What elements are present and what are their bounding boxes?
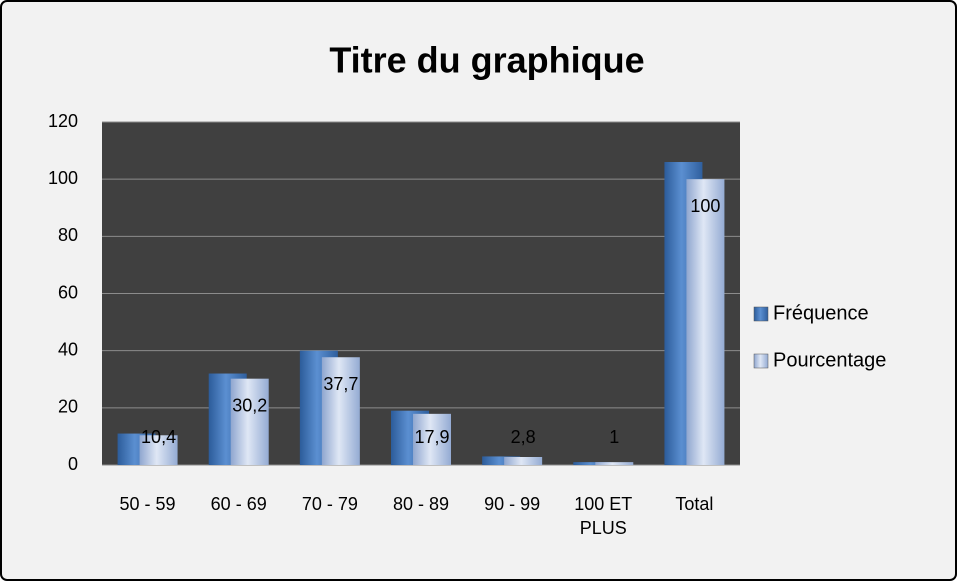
bar [595, 462, 634, 465]
x-tick-label: 60 - 69 [210, 494, 267, 514]
x-tick-label: 80 - 89 [392, 494, 450, 514]
x-tick-label: 100 ET PLUS [574, 494, 633, 538]
data-label: 37,7 [323, 374, 358, 394]
bar [139, 435, 178, 465]
data-label: 10,4 [141, 427, 176, 447]
y-tick-label: 20 [58, 397, 78, 417]
legend-label: Pourcentage [773, 349, 886, 371]
chart-title: Titre du graphique [329, 40, 644, 81]
data-label: 30,2 [232, 395, 267, 415]
bar [573, 462, 612, 465]
legend-swatch [753, 306, 769, 322]
data-label: 100 [690, 196, 720, 216]
data-label: 2,8 [511, 427, 536, 447]
x-tick-label: Total [675, 494, 714, 514]
bar [504, 456, 543, 465]
data-label: 17,9 [414, 427, 449, 447]
bar [482, 456, 521, 465]
bar [321, 357, 360, 465]
bar [686, 179, 725, 465]
data-label: 1 [609, 427, 619, 447]
x-tick-label: 90 - 99 [484, 494, 541, 514]
y-tick-label: 0 [68, 454, 78, 474]
x-tick-label: 50 - 59 [119, 494, 176, 514]
y-tick-label: 40 [58, 339, 78, 359]
bar [413, 413, 451, 465]
legend-label: Fréquence [773, 302, 869, 324]
y-tick-label: 60 [58, 282, 78, 302]
bar [230, 378, 269, 465]
y-tick-label: 100 [48, 168, 78, 188]
x-tick-label: 70 - 79 [301, 494, 358, 514]
legend-swatch [753, 353, 769, 369]
y-tick-label: 80 [58, 225, 78, 245]
y-tick-label: 120 [48, 111, 78, 131]
